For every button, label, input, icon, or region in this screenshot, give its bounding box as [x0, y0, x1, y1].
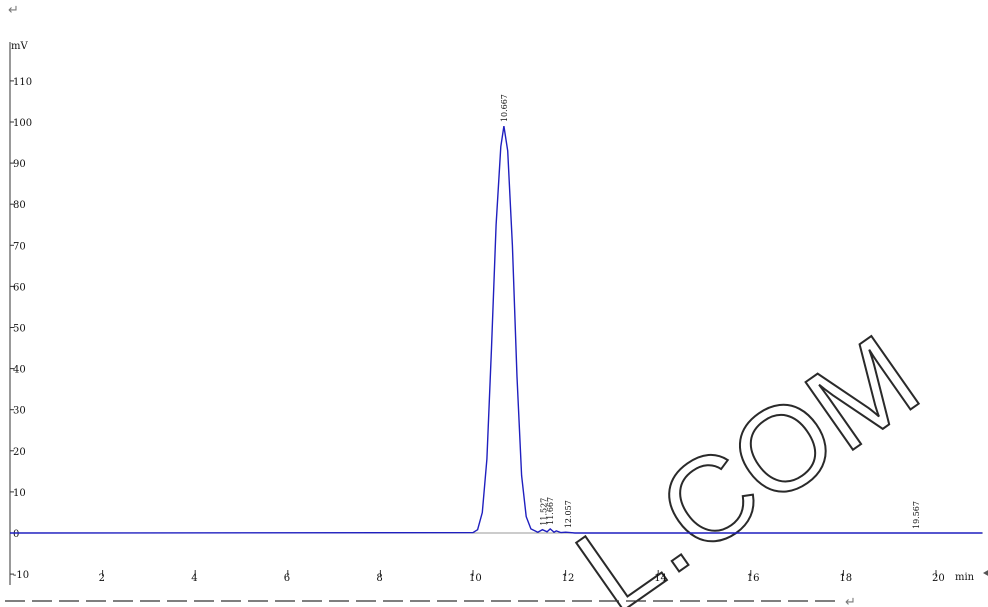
peak-label: 11.667	[546, 497, 555, 525]
x-tick-label: 6	[284, 573, 290, 584]
y-tick-label: 10	[13, 488, 26, 499]
x-axis-unit-label: min	[955, 572, 975, 583]
y-tick-label: 70	[13, 241, 26, 252]
peak-label: 11.527	[540, 498, 549, 526]
y-tick-label: 40	[13, 365, 26, 376]
x-tick-label: 8	[376, 573, 382, 584]
y-tick-label: 100	[13, 118, 32, 129]
y-tick-label: 60	[13, 282, 26, 293]
y-axis-ticks: -10 0 10 20 30 40 50 60 70 80 90 100 110	[10, 77, 32, 581]
x-tick-label: 10	[469, 573, 482, 584]
peak-label: 10.667	[500, 94, 509, 122]
y-tick-label: 0	[13, 529, 19, 540]
x-axis-arrow-icon	[983, 570, 988, 576]
peak-label: 19.567	[912, 501, 921, 529]
y-axis-unit-label: mV	[11, 41, 28, 52]
y-tick-label: 110	[13, 77, 32, 88]
x-axis-ticks: 2 4 6 8 10 12 14 16 18 20	[99, 570, 945, 584]
peak-label: 12.057	[564, 500, 573, 528]
watermark: L.COM	[554, 310, 942, 607]
chromatogram-trace	[9, 125, 983, 534]
y-tick-label: -10	[13, 570, 29, 581]
x-tick-label: 4	[191, 573, 197, 584]
y-tick-label: 30	[13, 406, 26, 417]
y-tick-label: 50	[13, 324, 26, 335]
bottom-return-mark: ↵	[845, 595, 856, 607]
y-tick-label: 80	[13, 200, 26, 211]
x-tick-label: 14	[654, 573, 667, 584]
y-tick-label: 90	[13, 159, 26, 170]
x-tick-label: 2	[99, 573, 105, 584]
y-tick-label: 20	[13, 447, 26, 458]
x-tick-label: 16	[747, 573, 760, 584]
x-tick-label: 12	[562, 573, 575, 584]
top-return-mark: ↵	[8, 3, 19, 18]
x-tick-label: 20	[932, 573, 945, 584]
x-tick-label: 18	[839, 573, 852, 584]
